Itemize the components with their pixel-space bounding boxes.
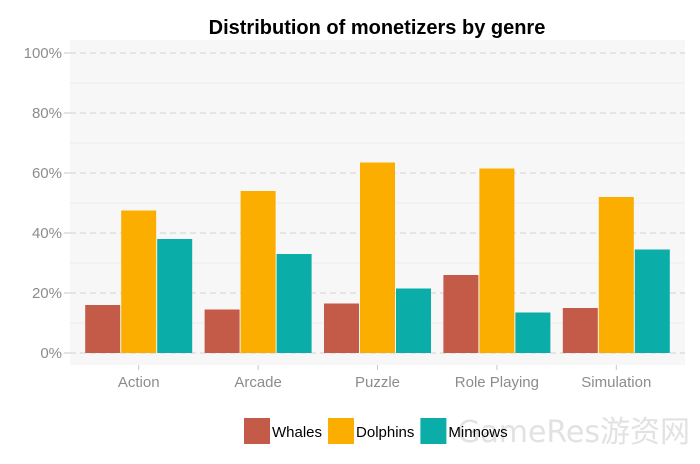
legend-label-whales: Whales — [272, 424, 322, 441]
x-tick-label: Role Playing — [455, 374, 539, 391]
legend-label-minnows: Minnows — [448, 424, 507, 441]
chart-title: Distribution of monetizers by genre — [209, 17, 546, 39]
legend-swatch-minnows — [420, 418, 447, 444]
x-tick-label: Simulation — [581, 374, 651, 391]
x-axis: Action Arcade Puzzle Role Playing Simulation — [118, 365, 651, 391]
bar-minnows-action — [157, 239, 193, 353]
y-tick-label: 40% — [32, 225, 62, 242]
legend-swatch-whales — [244, 418, 270, 444]
y-axis: 0% 20% 40% 60% 80% 100% — [24, 45, 70, 362]
bars — [85, 162, 670, 353]
bar-dolphins-action — [121, 210, 157, 353]
legend-label-dolphins: Dolphins — [356, 424, 414, 441]
y-tick-label: 60% — [32, 165, 62, 182]
bar-minnows-arcade — [276, 254, 312, 353]
bar-whales-simulation — [562, 308, 598, 353]
x-tick-label: Action — [118, 374, 160, 391]
bar-dolphins-arcade — [240, 191, 276, 353]
legend: Whales Dolphins Minnows — [244, 418, 508, 444]
bar-dolphins-puzzle — [360, 162, 395, 353]
bar-dolphins-role-playing — [479, 168, 515, 353]
bar-whales-role-playing — [443, 275, 479, 353]
x-tick-label: Puzzle — [355, 374, 400, 391]
bar-minnows-role-playing — [515, 312, 551, 353]
watermark: GameRes游资网 — [457, 415, 690, 450]
bar-minnows-puzzle — [396, 288, 431, 353]
y-tick-label: 80% — [32, 105, 62, 122]
y-tick-label: 0% — [40, 345, 62, 362]
bar-minnows-simulation — [634, 249, 670, 353]
bar-whales-arcade — [204, 309, 240, 353]
y-tick-label: 100% — [24, 45, 62, 62]
legend-swatch-dolphins — [328, 418, 355, 444]
y-tick-label: 20% — [32, 285, 62, 302]
bar-dolphins-simulation — [598, 197, 634, 353]
bar-whales-puzzle — [324, 303, 359, 353]
x-tick-label: Arcade — [234, 374, 282, 391]
bar-whales-action — [85, 305, 121, 353]
